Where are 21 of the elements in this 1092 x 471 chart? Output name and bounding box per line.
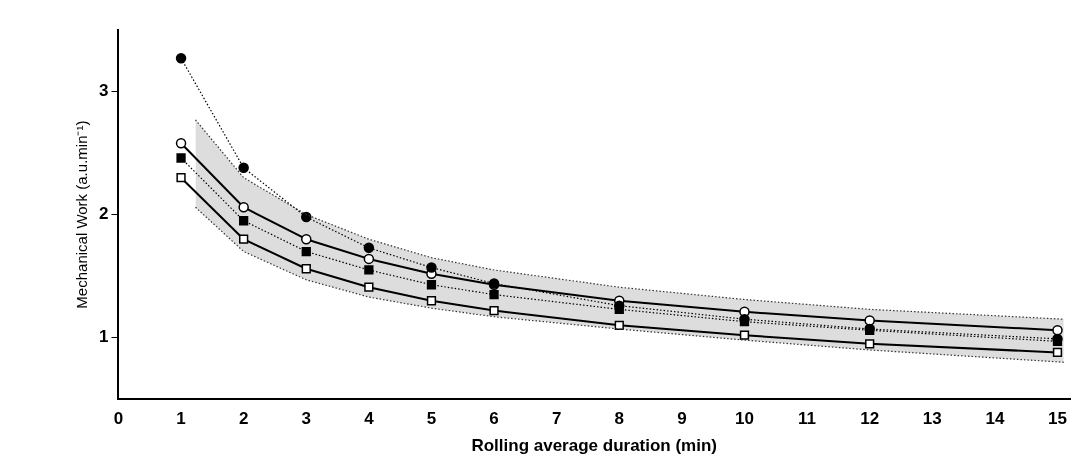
x-tick-label: 0 <box>113 409 124 429</box>
x-tick-label: 4 <box>364 409 375 429</box>
x-tick-label: 13 <box>922 409 942 429</box>
y-tick-label: 3 <box>98 81 109 101</box>
x-tick-label: 11 <box>798 409 817 429</box>
x-axis-title: Rolling average duration (min) <box>471 436 718 456</box>
y-tick-label: 1 <box>98 327 109 347</box>
x-tick-label: 15 <box>1048 409 1067 429</box>
x-tick-label: 12 <box>860 409 880 429</box>
x-tick-label: 2 <box>238 409 249 429</box>
x-tick-label: 14 <box>985 409 1005 429</box>
x-tick-label: 6 <box>489 409 499 429</box>
x-tick-label: 1 <box>176 409 186 429</box>
x-tick-label: 3 <box>301 409 311 429</box>
x-tick-label: 5 <box>426 409 437 429</box>
x-tick-label: 8 <box>614 409 624 429</box>
x-tick-label: 10 <box>735 409 754 429</box>
y-tick-label: 2 <box>98 204 109 224</box>
x-tick-label: 7 <box>551 409 562 429</box>
x-tick-label: 9 <box>677 409 687 429</box>
y-axis-title: Mechanical Work (a.u.min⁻¹) <box>73 120 91 309</box>
